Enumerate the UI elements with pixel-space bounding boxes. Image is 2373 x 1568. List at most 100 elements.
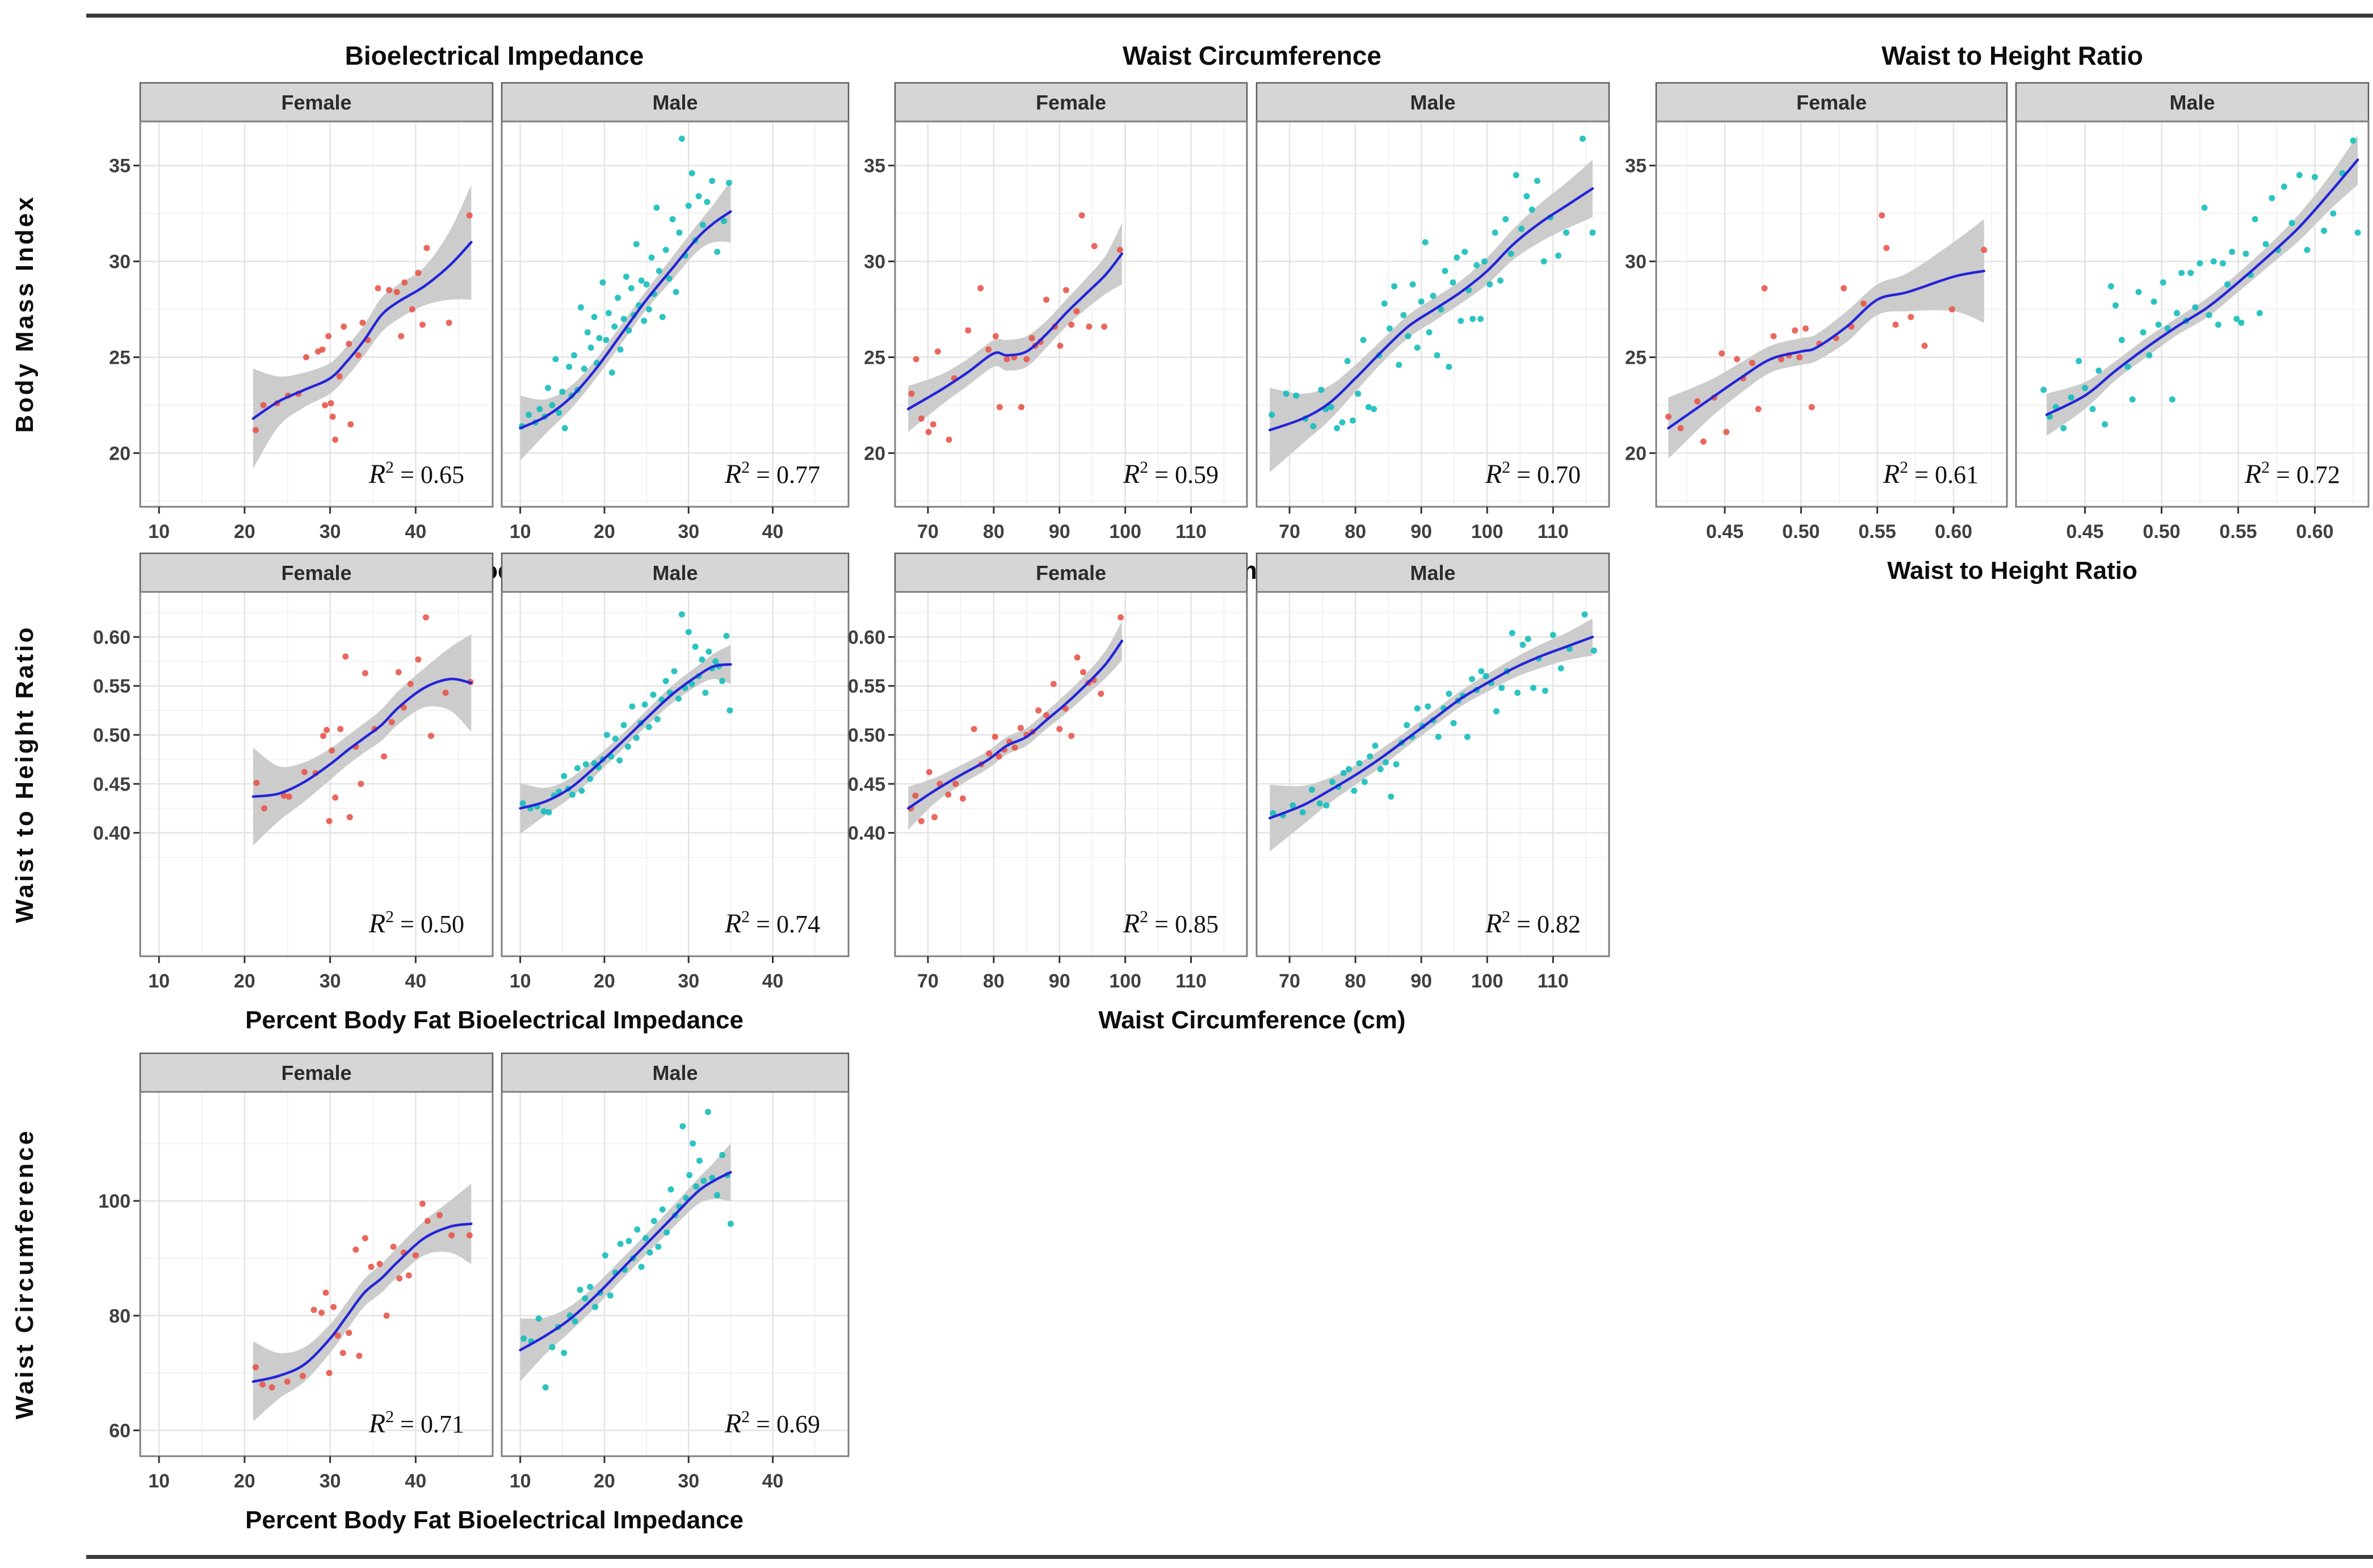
scatter-point <box>1328 403 1334 410</box>
scatter-point <box>1879 212 1885 219</box>
scatter-point <box>1074 654 1081 661</box>
r-squared-exponent: 2 <box>741 907 750 926</box>
x-axis-title: Percent Body Fat Bioelectrical Impedance <box>245 1006 744 1034</box>
scatter-point <box>607 1292 614 1299</box>
scatter-point <box>2169 396 2175 403</box>
x-tick-label: 80 <box>983 521 1005 543</box>
smooth-line <box>906 252 1124 410</box>
scatter-points <box>908 212 1123 443</box>
scatter-points <box>252 1200 473 1391</box>
scatter-point <box>1509 629 1515 636</box>
scatter-point <box>617 1241 624 1247</box>
scatter-point <box>952 780 959 787</box>
r-squared-symbol: R <box>1883 459 1900 489</box>
scatter-point <box>926 769 933 776</box>
scatter-point <box>330 1304 337 1310</box>
smooth-line <box>519 210 732 430</box>
scatter-point <box>1393 761 1400 768</box>
y-tick-label: 0.60 <box>848 627 885 648</box>
plot-area <box>251 614 474 846</box>
scatter-point <box>1733 356 1740 363</box>
confidence-ribbon <box>2047 134 2358 436</box>
scatter-point <box>1755 406 1762 413</box>
scatter-point <box>1761 285 1768 292</box>
facet-strip-label: Female <box>281 561 351 585</box>
r-squared-symbol: R <box>1485 909 1502 939</box>
scatter-point <box>646 724 653 730</box>
plot-group-3: Waist to Height Ratio Percent Body Fat Bi… <box>11 552 850 1034</box>
scatter-point <box>334 1332 341 1339</box>
scatter-point <box>1723 428 1730 435</box>
scatter-point <box>2321 228 2328 234</box>
scatter-point <box>352 1246 359 1253</box>
scatter-point <box>577 304 584 311</box>
plot-area <box>519 135 732 461</box>
scatter-point <box>2124 363 2131 370</box>
scatter-point <box>2102 421 2109 428</box>
scatter-point <box>702 690 709 696</box>
scatter-point <box>1365 403 1372 410</box>
scatter-point <box>466 1232 473 1239</box>
gridlines <box>2016 121 2368 507</box>
scatter-point <box>712 658 719 665</box>
y-tick-label: 0.50 <box>93 725 131 746</box>
scatter-point <box>427 733 434 739</box>
scatter-point <box>1458 317 1464 324</box>
scatter-point <box>719 1151 726 1158</box>
scatter-point <box>322 402 329 409</box>
x-tick-label: 30 <box>678 521 699 543</box>
scatter-point <box>545 809 552 815</box>
scatter-point <box>667 1186 674 1193</box>
scatter-point <box>996 753 1002 760</box>
scatter-point <box>2060 424 2067 431</box>
scatter-point <box>678 611 685 618</box>
scatter-point <box>1391 283 1398 290</box>
r-squared-symbol: R <box>368 459 385 489</box>
scatter-point <box>685 203 692 209</box>
scatter-point <box>1367 753 1374 760</box>
scatter-point <box>650 1217 657 1224</box>
scatter-point <box>368 1263 375 1270</box>
scatter-point <box>1749 360 1755 367</box>
scatter-point <box>329 413 336 420</box>
r-squared-annotation: R2 = 0.65 <box>368 458 464 489</box>
r-squared-value: = 0.70 <box>1510 461 1581 489</box>
facet-panel-female: Female 70 80 90 100 110 R2 = 0.85 <box>894 552 1248 992</box>
panel-border <box>501 591 850 957</box>
r-squared-value: = 0.74 <box>750 910 820 938</box>
panel-border <box>501 120 850 508</box>
scatter-point <box>2354 229 2361 236</box>
smooth-line <box>519 1171 732 1352</box>
scatter-point <box>918 818 925 825</box>
scatter-point <box>587 776 594 783</box>
scatter-point <box>342 653 349 660</box>
scatter-point <box>2201 204 2208 211</box>
scatter-point <box>2082 385 2088 392</box>
y-tick-label: 35 <box>109 155 131 177</box>
x-tick-label: 20 <box>234 1470 255 1492</box>
scatter-point <box>700 1178 707 1184</box>
scatter-point <box>620 316 627 322</box>
x-tick-label: 70 <box>1279 521 1300 543</box>
scatter-point <box>2206 312 2212 318</box>
scatter-point <box>2262 241 2269 247</box>
scatter-point <box>1478 668 1485 675</box>
x-tick-label: 10 <box>148 521 170 543</box>
scatter-point <box>643 281 650 288</box>
panel-border <box>501 1091 850 1457</box>
scatter-point <box>559 388 566 395</box>
scatter-point <box>577 1287 583 1293</box>
scatter-point <box>669 216 676 222</box>
scatter-point <box>1497 277 1503 284</box>
scatter-point <box>673 289 679 296</box>
panel-border <box>894 591 1248 957</box>
x-tick-label: 0.50 <box>1782 521 1820 543</box>
x-tick-label: 100 <box>1471 521 1503 543</box>
scatter-point <box>1418 299 1425 305</box>
y-tick-label: 30 <box>864 251 885 273</box>
x-tick-label: 80 <box>1345 970 1366 992</box>
scatter-point <box>2256 310 2263 317</box>
scatter-point <box>375 285 381 292</box>
scatter-point <box>1450 720 1457 726</box>
